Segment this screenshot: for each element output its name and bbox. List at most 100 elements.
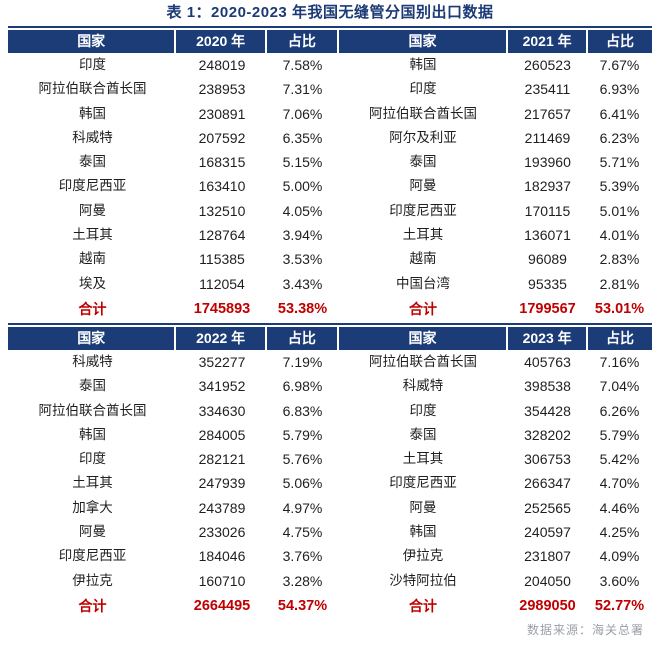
country-cell: 伊拉克 xyxy=(402,548,444,564)
header-share-left: 占比 xyxy=(266,30,337,53)
table-body: 科威特 352277 7.19% 阿拉伯联合酋长国 405763 7.16% 泰国 34195… xyxy=(8,350,652,593)
share-cell: 2.83% xyxy=(599,251,640,268)
share-cell: 3.94% xyxy=(282,227,323,244)
value-cell: 132510 xyxy=(198,202,246,219)
value-cell: 266347 xyxy=(524,475,571,492)
share-cell: 6.26% xyxy=(599,402,640,419)
header-share-right: 占比 xyxy=(588,326,652,350)
share-cell: 2.81% xyxy=(599,275,640,292)
value-cell: 112054 xyxy=(199,275,245,292)
country-cell: 科威特 xyxy=(72,129,113,145)
value-cell: 252565 xyxy=(524,499,571,516)
total-share-right: 53.01% xyxy=(594,300,645,317)
share-cell: 6.93% xyxy=(599,81,640,98)
share-cell: 7.04% xyxy=(599,378,640,395)
value-cell: 247939 xyxy=(198,475,246,492)
value-cell: 182937 xyxy=(524,178,571,195)
country-cell: 韩国 xyxy=(409,57,437,72)
country-cell: 韩国 xyxy=(79,426,106,442)
value-cell: 170115 xyxy=(524,202,571,219)
table-body: 印度 248019 7.58% 韩国 260523 7.67% 阿拉伯联合酋长国 238953… xyxy=(8,53,652,296)
share-cell: 4.46% xyxy=(599,499,640,516)
total-row: 合计 2664495 54.37% 合计 2989050 52.77% xyxy=(8,593,652,620)
value-cell: 231807 xyxy=(524,548,571,565)
country-cell: 土耳其 xyxy=(402,227,444,243)
country-cell: 阿曼 xyxy=(409,178,437,194)
country-cell: 印度尼西亚 xyxy=(58,178,127,194)
value-cell: 341952 xyxy=(198,378,246,395)
value-cell: 233026 xyxy=(198,524,246,541)
header-country-left: 国家 xyxy=(8,30,175,53)
share-cell: 7.16% xyxy=(599,353,640,370)
value-cell: 128764 xyxy=(198,227,246,244)
total-value-left: 2664495 xyxy=(193,597,251,614)
country-cell: 韩国 xyxy=(409,524,437,540)
country-cell: 印度 xyxy=(79,451,106,467)
table-header-row: 国家 2022 年 占比 国家 2023 年 占比 xyxy=(8,326,652,350)
value-cell: 260523 xyxy=(524,57,571,73)
country-cell: 阿曼 xyxy=(79,524,106,540)
value-cell: 328202 xyxy=(524,426,571,443)
value-cell: 211469 xyxy=(524,129,571,146)
share-cell: 5.15% xyxy=(282,154,323,171)
data-source-note: 数据来源：海关总署 xyxy=(526,622,644,637)
total-value-right: 1799567 xyxy=(519,300,576,317)
value-cell: 217657 xyxy=(524,105,571,122)
value-cell: 398538 xyxy=(524,378,571,395)
share-cell: 6.23% xyxy=(599,129,640,146)
share-cell: 7.06% xyxy=(282,105,323,122)
table-header-row: 国家 2020 年 占比 国家 2021 年 占比 xyxy=(8,30,652,53)
header-year-right: 2021 年 xyxy=(508,30,586,53)
country-cell: 印度尼西亚 xyxy=(58,548,127,564)
country-cell: 伊拉克 xyxy=(72,572,113,588)
country-cell: 泰国 xyxy=(79,378,106,394)
share-cell: 3.53% xyxy=(282,251,323,268)
value-cell: 235411 xyxy=(524,81,571,98)
total-value-right: 2989050 xyxy=(519,597,576,614)
total-value-left: 1745893 xyxy=(193,300,251,317)
share-cell: 3.60% xyxy=(599,572,640,589)
country-cell: 韩国 xyxy=(79,105,106,121)
value-cell: 334630 xyxy=(198,402,246,419)
header-country-right: 国家 xyxy=(338,326,507,350)
share-cell: 5.76% xyxy=(282,451,323,468)
country-cell: 印度 xyxy=(409,402,437,418)
share-cell: 6.41% xyxy=(599,105,640,122)
header-year-left: 2022 年 xyxy=(176,326,265,350)
value-cell: 238953 xyxy=(198,81,246,98)
share-cell: 5.79% xyxy=(599,426,640,443)
country-cell: 泰国 xyxy=(409,154,437,170)
share-cell: 3.28% xyxy=(282,572,323,589)
share-cell: 5.79% xyxy=(282,426,323,443)
share-cell: 4.97% xyxy=(282,499,323,516)
value-cell: 352277 xyxy=(198,353,246,370)
country-cell: 越南 xyxy=(79,251,106,267)
value-cell: 204050 xyxy=(524,572,571,589)
country-cell: 中国台湾 xyxy=(396,275,450,291)
country-cell: 科威特 xyxy=(402,378,444,394)
total-label-right: 合计 xyxy=(409,300,437,317)
country-cell: 阿拉伯联合酋长国 xyxy=(38,402,147,418)
share-cell: 6.98% xyxy=(282,378,323,395)
total-label-left: 合计 xyxy=(78,597,107,614)
table-title: 表 1：2020-2023 年我国无缝管分国别出口数据 xyxy=(166,4,494,21)
header-year-left: 2020 年 xyxy=(176,30,265,53)
country-cell: 加拿大 xyxy=(72,499,113,515)
country-cell: 越南 xyxy=(409,251,437,267)
share-cell: 7.19% xyxy=(282,353,323,370)
country-cell: 土耳其 xyxy=(72,227,113,243)
share-cell: 7.58% xyxy=(282,57,323,73)
value-cell: 282121 xyxy=(198,451,246,468)
share-cell: 5.71% xyxy=(599,154,640,171)
share-cell: 6.35% xyxy=(282,129,323,146)
country-cell: 科威特 xyxy=(72,353,113,369)
share-cell: 6.83% xyxy=(282,402,323,419)
country-cell: 阿拉伯联合酋长国 xyxy=(369,105,477,121)
total-share-left: 54.37% xyxy=(277,597,328,614)
country-cell: 印度尼西亚 xyxy=(389,202,457,218)
country-cell: 阿曼 xyxy=(79,202,106,218)
value-cell: 115385 xyxy=(199,251,245,268)
header-country-right: 国家 xyxy=(338,30,507,53)
value-cell: 243789 xyxy=(198,499,246,516)
